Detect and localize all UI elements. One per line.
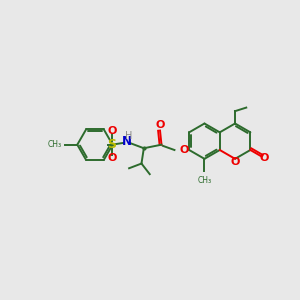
Text: O: O: [107, 153, 117, 163]
Text: CH₃: CH₃: [47, 140, 61, 149]
Text: S: S: [107, 138, 116, 151]
Text: O: O: [107, 126, 117, 136]
Text: CH₃: CH₃: [197, 176, 212, 185]
Text: H: H: [124, 131, 132, 141]
Text: N: N: [122, 135, 132, 148]
Text: O: O: [230, 158, 240, 167]
Text: O: O: [179, 145, 189, 155]
Text: O: O: [260, 153, 269, 163]
Text: O: O: [155, 120, 165, 130]
